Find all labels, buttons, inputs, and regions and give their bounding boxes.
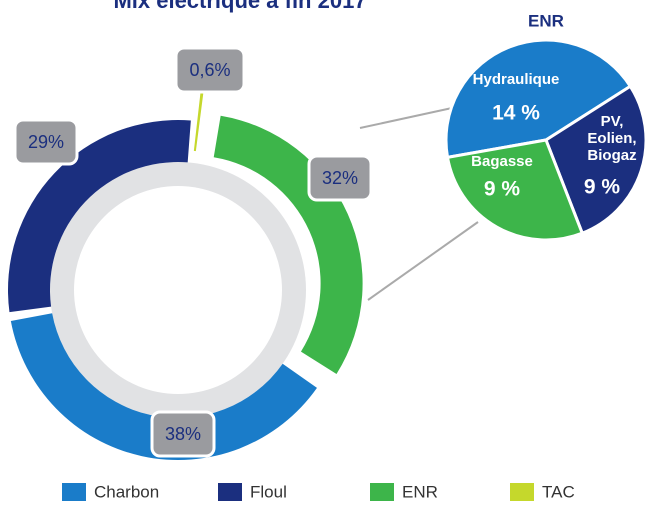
pie-segment bbox=[544, 84, 648, 236]
pie-label: PV, Eolien, Biogaz bbox=[587, 113, 636, 164]
label-box bbox=[307, 154, 373, 202]
pie-segment bbox=[444, 38, 633, 160]
donut-segment bbox=[10, 313, 317, 460]
value-label: 38% bbox=[165, 424, 201, 444]
pie-value: 9 % bbox=[584, 176, 621, 199]
legend-swatch bbox=[370, 483, 394, 501]
legend-label: ENR bbox=[402, 482, 438, 501]
label-box bbox=[13, 118, 79, 166]
legend-swatch bbox=[62, 483, 86, 501]
value-label: 32% bbox=[322, 168, 358, 188]
legend-label: Floul bbox=[250, 482, 287, 501]
legend-label: TAC bbox=[542, 482, 575, 501]
label-box bbox=[150, 410, 216, 458]
value-label: 29% bbox=[28, 132, 64, 152]
donut-segment bbox=[7, 120, 191, 313]
connector bbox=[359, 107, 453, 129]
pie-title: ENR bbox=[528, 11, 564, 30]
value-label: 0,6% bbox=[189, 60, 230, 80]
donut-segment bbox=[193, 93, 204, 152]
legend-swatch bbox=[510, 483, 534, 501]
label-box bbox=[174, 46, 246, 94]
pie-label: Hydraulique bbox=[473, 71, 560, 88]
pie-segment bbox=[445, 138, 585, 242]
legend-swatch bbox=[218, 483, 242, 501]
legend-label: Charbon bbox=[94, 482, 159, 501]
pie-value: 9 % bbox=[484, 178, 521, 201]
inner-disc bbox=[74, 186, 282, 394]
chart-title: Mix électrique à fin 2017 bbox=[113, 0, 366, 13]
connector bbox=[367, 221, 479, 301]
pie-value: 14 % bbox=[492, 102, 540, 125]
pie-label: Bagasse bbox=[471, 153, 533, 170]
